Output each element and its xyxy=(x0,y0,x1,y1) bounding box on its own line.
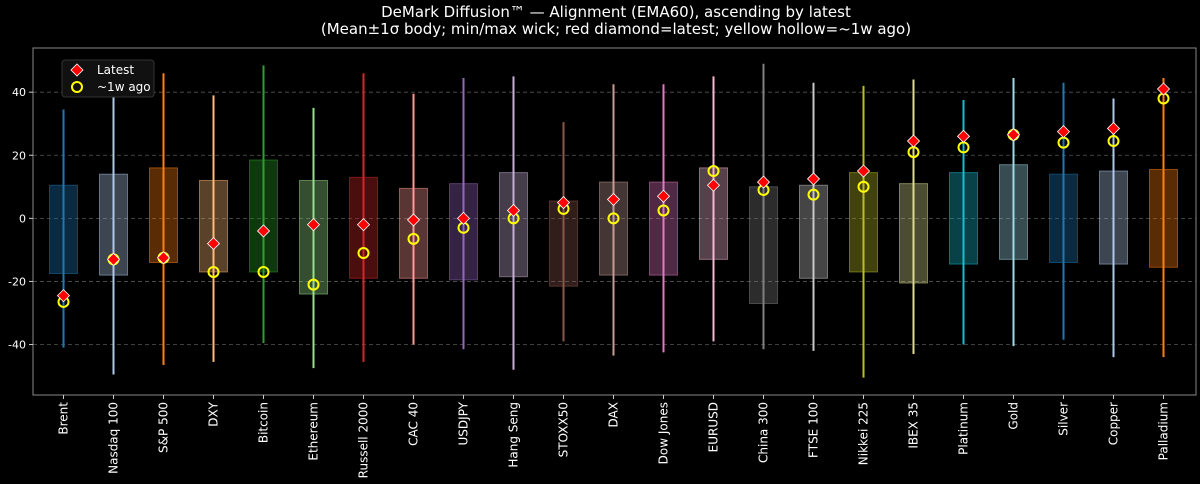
latest-marker-9 xyxy=(506,203,521,218)
x-tick-label: Gold xyxy=(1007,402,1021,430)
chart-subtitle: (Mean±1σ body; min/max wick; red diamond… xyxy=(321,20,911,38)
week-ago-marker-21 xyxy=(1107,135,1120,148)
chart-title: DeMark Diffusion™ — Alignment (EMA60), a… xyxy=(381,3,851,21)
week-ago-marker-5 xyxy=(307,278,320,291)
legend-latest-diamond-icon xyxy=(70,63,84,77)
y-tick-label: -20 xyxy=(8,275,26,288)
latest-marker-4 xyxy=(256,224,271,238)
x-tick-label: DXY xyxy=(207,401,221,426)
latest-marker-11 xyxy=(606,192,621,206)
x-tick-label: Hang Seng xyxy=(507,402,521,468)
latest-marker-21 xyxy=(1106,121,1121,136)
legend-box xyxy=(61,59,155,98)
week-ago-marker-6 xyxy=(357,247,370,260)
legend: Latest ~1w ago xyxy=(61,59,155,98)
y-axis: -40 -20 0 20 40 xyxy=(8,86,33,352)
latest-marker-15 xyxy=(806,172,821,186)
x-tick-label: Bitcoin xyxy=(257,402,271,443)
week-ago-marker-16 xyxy=(857,180,870,193)
x-tick-label: Palladium xyxy=(1157,402,1171,460)
y-tick-label: 40 xyxy=(12,86,26,99)
y-tick-label: 20 xyxy=(12,149,26,162)
x-axis: Brent Nasdaq 100 S&P 500 DXY Bitcoin Ethereum… xyxy=(57,395,1171,478)
x-tick-label: Brent xyxy=(57,402,71,435)
latest-marker-22 xyxy=(1156,82,1171,96)
x-tick-label: Nasdaq 100 xyxy=(107,402,121,474)
week-ago-marker-4 xyxy=(257,265,270,278)
x-tick-label: S&P 500 xyxy=(157,402,171,453)
x-tick-label: Silver xyxy=(1057,402,1071,436)
x-tick-label: Dow Jones xyxy=(657,402,671,464)
latest-marker-0 xyxy=(56,289,71,303)
latest-marker-3 xyxy=(206,237,221,251)
x-tick-label: Copper xyxy=(1107,402,1121,445)
x-tick-label: USDJPY xyxy=(457,401,471,445)
latest-marker-13 xyxy=(706,178,721,192)
latest-marker-17 xyxy=(906,134,921,148)
legend-latest-label: Latest xyxy=(97,63,134,77)
latest-marker-20 xyxy=(1056,125,1071,139)
latest-marker-12 xyxy=(656,189,671,203)
latest-marker-6 xyxy=(356,218,371,232)
x-tick-label: IBEX 35 xyxy=(907,402,921,449)
latest-marker-7 xyxy=(406,213,421,227)
latest-marker-1 xyxy=(106,252,121,266)
x-tick-label: Nikkei 225 xyxy=(857,402,871,465)
week-ago-marker-13 xyxy=(707,165,720,178)
x-tick-label: FTSE 100 xyxy=(807,402,821,458)
x-tick-label: Ethereum xyxy=(307,402,321,461)
legend-week-ago-circle-icon xyxy=(71,81,83,93)
x-tick-label: STOXX50 xyxy=(557,402,571,457)
legend-week-ago-label: ~1w ago xyxy=(97,80,151,94)
x-tick-label: DAX xyxy=(607,402,621,427)
latest-marker-18 xyxy=(956,129,971,143)
x-tick-label: CAC 40 xyxy=(407,402,421,446)
latest-marker-8 xyxy=(456,211,471,225)
latest-marker-19 xyxy=(1006,128,1021,142)
week-ago-marker-11 xyxy=(607,212,620,225)
y-tick-label: 0 xyxy=(19,212,26,225)
x-tick-label: EURUSD xyxy=(707,402,721,452)
y-tick-label: -40 xyxy=(8,339,26,352)
x-tick-label: China 300 xyxy=(757,402,771,463)
week-ago-marker-15 xyxy=(807,188,820,201)
x-tick-label: Russell 2000 xyxy=(357,402,371,478)
week-ago-marker-7 xyxy=(407,232,420,245)
plot-frame xyxy=(32,47,1197,396)
latest-marker-2 xyxy=(156,251,171,265)
latest-marker-14 xyxy=(756,175,771,189)
week-ago-marker-12 xyxy=(657,204,670,217)
latest-marker-16 xyxy=(856,164,871,178)
latest-marker-10 xyxy=(556,196,571,210)
week-ago-marker-3 xyxy=(207,265,220,278)
latest-marker-5 xyxy=(306,218,321,232)
x-tick-label: Platinum xyxy=(957,402,971,455)
marks xyxy=(49,63,1178,378)
